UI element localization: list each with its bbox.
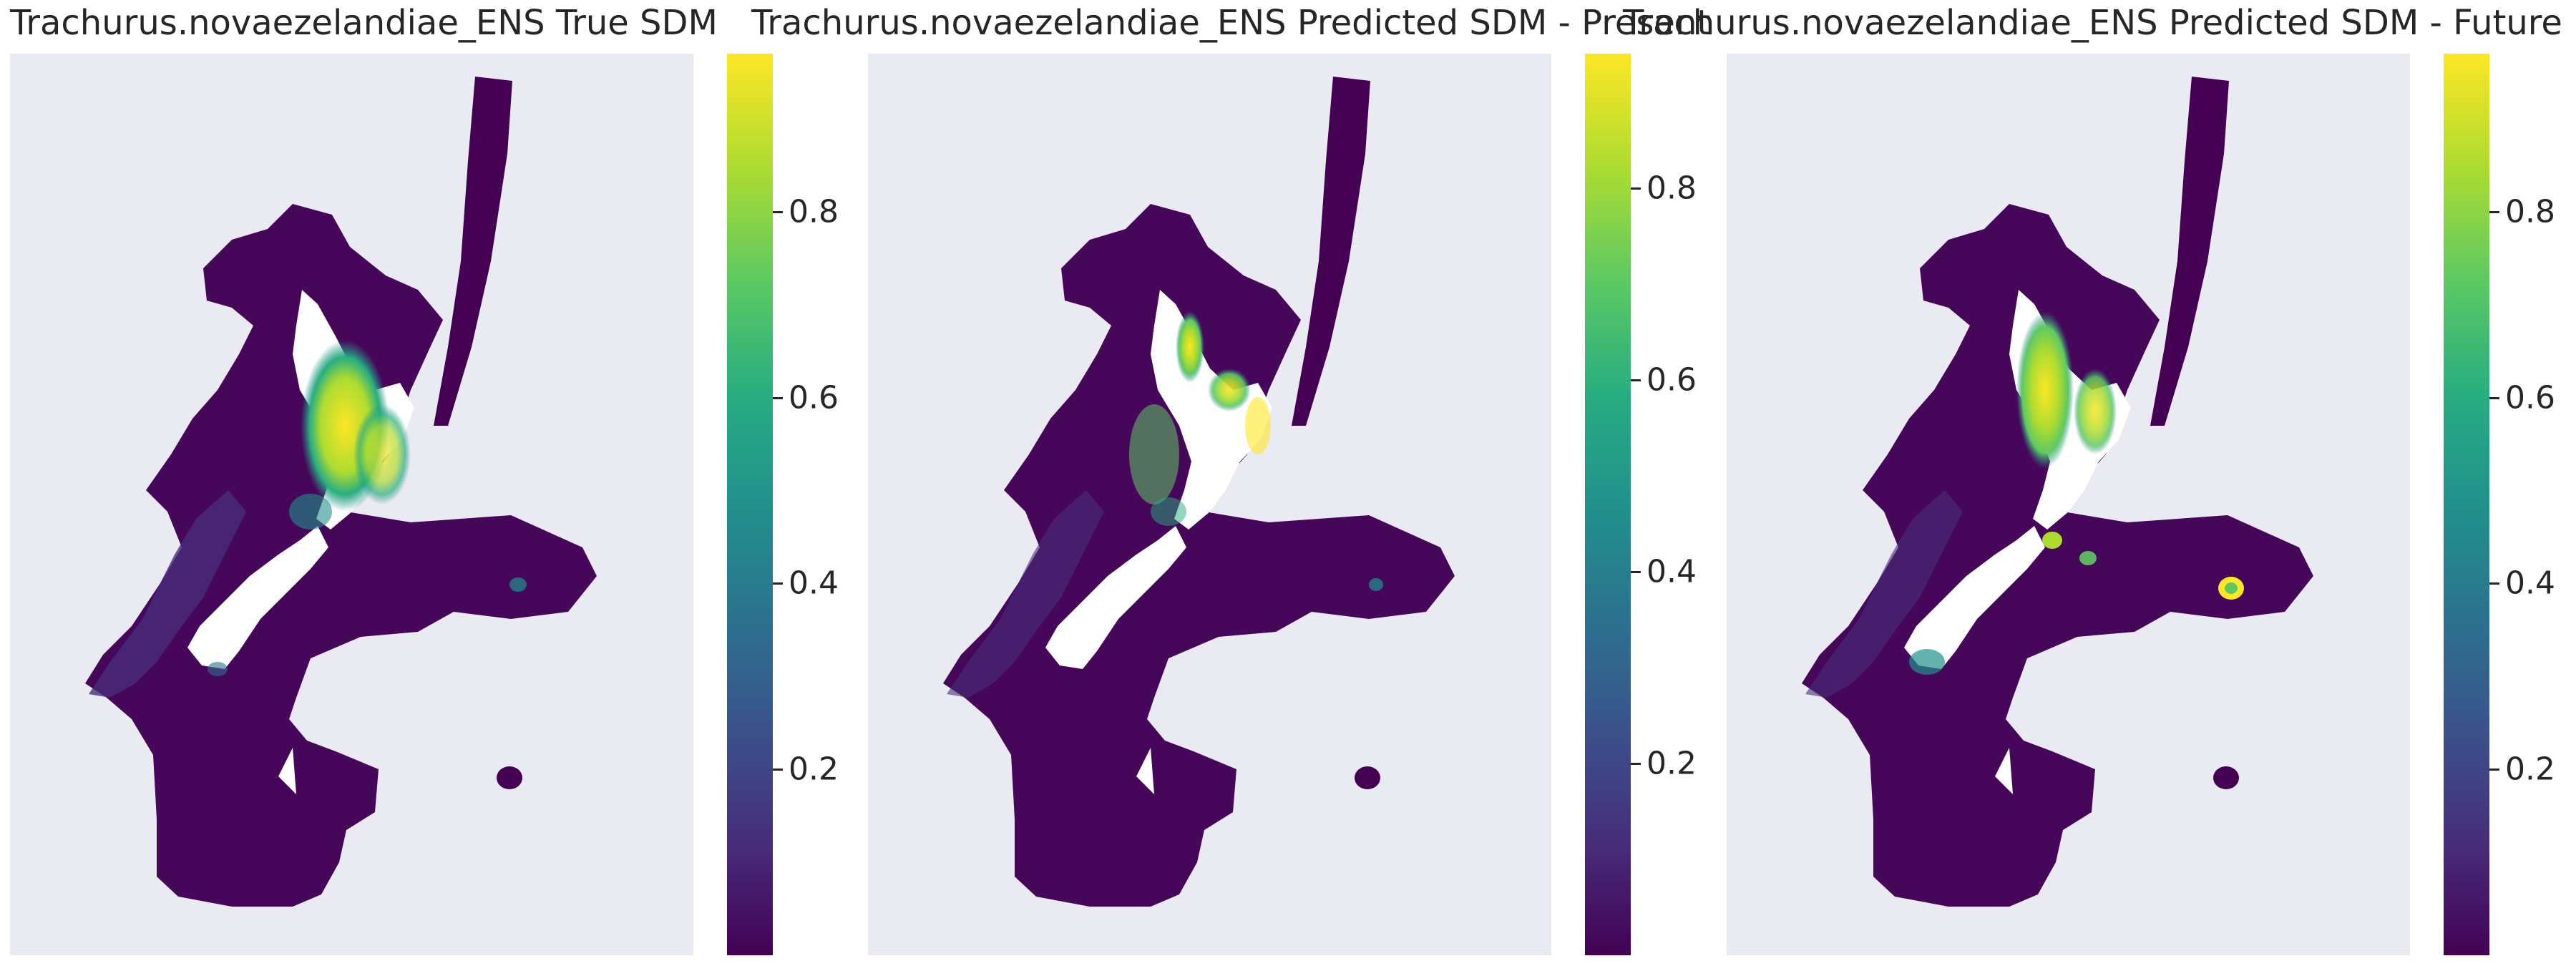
colorbar-tick-mark <box>2489 210 2499 213</box>
colorbar-tick-label: 0.6 <box>1646 361 1697 399</box>
colorbar-tick-mark <box>1631 379 1641 381</box>
colorbar-tick-mark <box>1631 570 1641 573</box>
colorbar-tick-mark <box>773 769 783 771</box>
chart-title: Trachurus.novaezelandiae_ENS Predicted S… <box>751 3 1711 43</box>
chart-title: Trachurus.novaezelandiae_ENS Predicted S… <box>1623 3 2562 43</box>
colorbar-tick-label: 0.4 <box>789 565 839 602</box>
colorbar-tick-label: 0.2 <box>789 751 839 788</box>
colorbar-tick-mark <box>1631 187 1641 190</box>
colorbar-tick-mark <box>773 210 783 213</box>
colorbar-gradient <box>1585 54 1631 955</box>
colorbar-tick-label: 0.2 <box>1646 745 1697 782</box>
colorbar: 0.2 0.4 0.6 0.8 <box>727 54 839 955</box>
colorbar-tick-label: 0.8 <box>2505 193 2555 230</box>
chart-title: Trachurus.novaezelandiae_ENS True SDM <box>10 3 718 43</box>
sdm-map <box>943 77 1455 907</box>
colorbar-tick-mark <box>2489 582 2499 585</box>
colorbar: 0.2 0.4 0.6 0.8 <box>1585 54 1697 955</box>
colorbar-tick-mark <box>2489 769 2499 771</box>
colorbar-gradient <box>727 54 773 955</box>
colorbar-tick-label: 0.8 <box>1646 170 1697 207</box>
colorbar-tick-label: 0.4 <box>2505 565 2555 602</box>
colorbar: 0.2 0.4 0.6 0.8 <box>2444 54 2555 955</box>
map-axes <box>10 54 693 955</box>
colorbar-gradient <box>2444 54 2489 955</box>
map-axes <box>1727 54 2410 955</box>
colorbar-tick-mark <box>773 396 783 399</box>
colorbar-tick-mark <box>773 582 783 585</box>
colorbar-tick-mark <box>2489 396 2499 399</box>
colorbar-tick-label: 0.2 <box>2505 751 2555 788</box>
colorbar-tick-label: 0.6 <box>2505 379 2555 416</box>
colorbar-tick-label: 0.8 <box>789 193 839 230</box>
map-axes <box>868 54 1551 955</box>
colorbar-tick-label: 0.4 <box>1646 553 1697 590</box>
colorbar-tick-mark <box>1631 762 1641 765</box>
sdm-map <box>85 77 597 907</box>
sdm-map <box>1802 77 2313 907</box>
colorbar-tick-label: 0.6 <box>789 379 839 416</box>
